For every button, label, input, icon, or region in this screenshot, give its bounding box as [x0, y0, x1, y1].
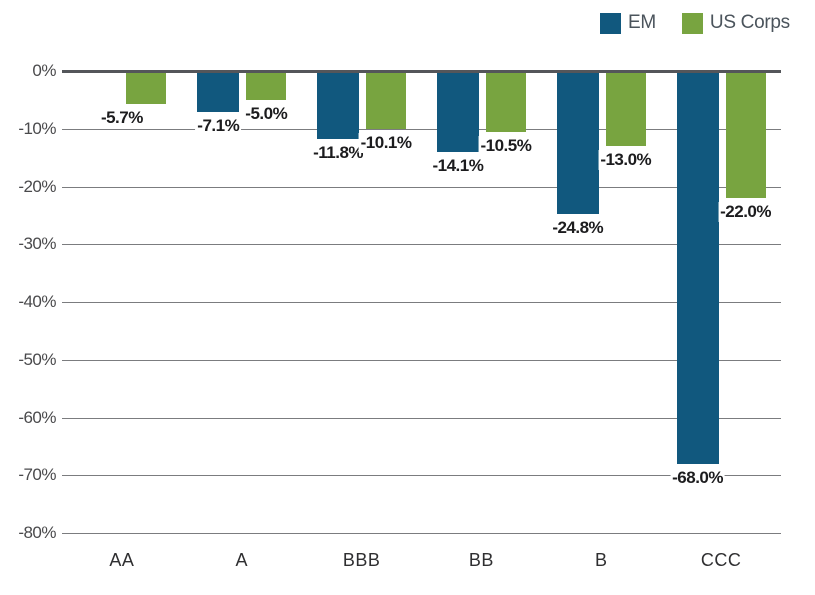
- legend-label-us-corps: US Corps: [709, 12, 790, 33]
- bar-em-bb: [436, 71, 479, 153]
- x-axis-category-label: B: [594, 550, 608, 570]
- bar-us-corps-bbb: [366, 71, 407, 130]
- data-label-em-a: -7.1%: [195, 116, 242, 136]
- data-label-em-bbb: -11.8%: [311, 143, 366, 164]
- legend-swatch-em-icon: [600, 12, 621, 34]
- legend-label-em: EM: [628, 12, 656, 33]
- y-axis-tick-label: -80%: [18, 523, 56, 542]
- x-axis-category-label: BBB: [342, 550, 381, 570]
- bar-us-corps-bb: [485, 71, 526, 132]
- data-label-us-corps-bb: -10.5%: [478, 135, 534, 156]
- bar-em-bbb: [317, 71, 360, 140]
- x-axis-category-label: CCC: [700, 550, 742, 570]
- gridline: [62, 475, 781, 477]
- x-axis-category-label: A: [235, 550, 249, 570]
- y-axis-tick-label: -50%: [18, 349, 56, 369]
- gridline: [62, 186, 781, 188]
- y-axis-tick-label: -70%: [18, 465, 56, 485]
- y-axis-tick-label: -10%: [18, 118, 56, 138]
- y-axis-tick-label: -30%: [18, 234, 56, 254]
- x-axis-category-label: BB: [468, 550, 494, 570]
- y-axis-tick-label: 0%: [32, 61, 56, 80]
- data-label-us-corps-b: -13.0%: [598, 150, 654, 171]
- bar-em-b: [556, 71, 599, 215]
- x-axis-category-label: AA: [109, 550, 135, 570]
- data-label-us-corps-bbb: -10.1%: [358, 133, 414, 154]
- data-label-em-b: -24.8%: [550, 218, 606, 239]
- data-label-us-corps-ccc: -22.0%: [718, 202, 774, 223]
- data-label-em-bb: -14.1%: [430, 156, 486, 177]
- y-axis-tick-label: -40%: [18, 292, 56, 311]
- bar-us-corps-aa: [126, 71, 167, 104]
- gridline: [62, 302, 781, 303]
- legend-swatch-us-corps-icon: [681, 12, 703, 34]
- bar-us-corps-ccc: [725, 71, 766, 199]
- gridline: [62, 244, 781, 246]
- gridline: [62, 128, 781, 130]
- bar-us-corps-b: [605, 71, 646, 147]
- data-label-us-corps-a: -5.0%: [243, 103, 290, 124]
- gridline: [62, 533, 781, 534]
- bar-em-a: [197, 71, 240, 112]
- y-axis-tick-label: -20%: [18, 176, 56, 196]
- gridline: [62, 417, 781, 419]
- y-axis-tick-label: -60%: [18, 407, 56, 427]
- data-label-em-ccc: -68.0%: [670, 467, 726, 488]
- x-axis-zero-line: [62, 69, 781, 73]
- bar-us-corps-a: [246, 71, 287, 100]
- data-label-us-corps-aa: -5.7%: [98, 107, 145, 128]
- legend: EM US Corps: [600, 12, 790, 34]
- bar-em-ccc: [676, 71, 719, 464]
- gridline: [62, 359, 781, 361]
